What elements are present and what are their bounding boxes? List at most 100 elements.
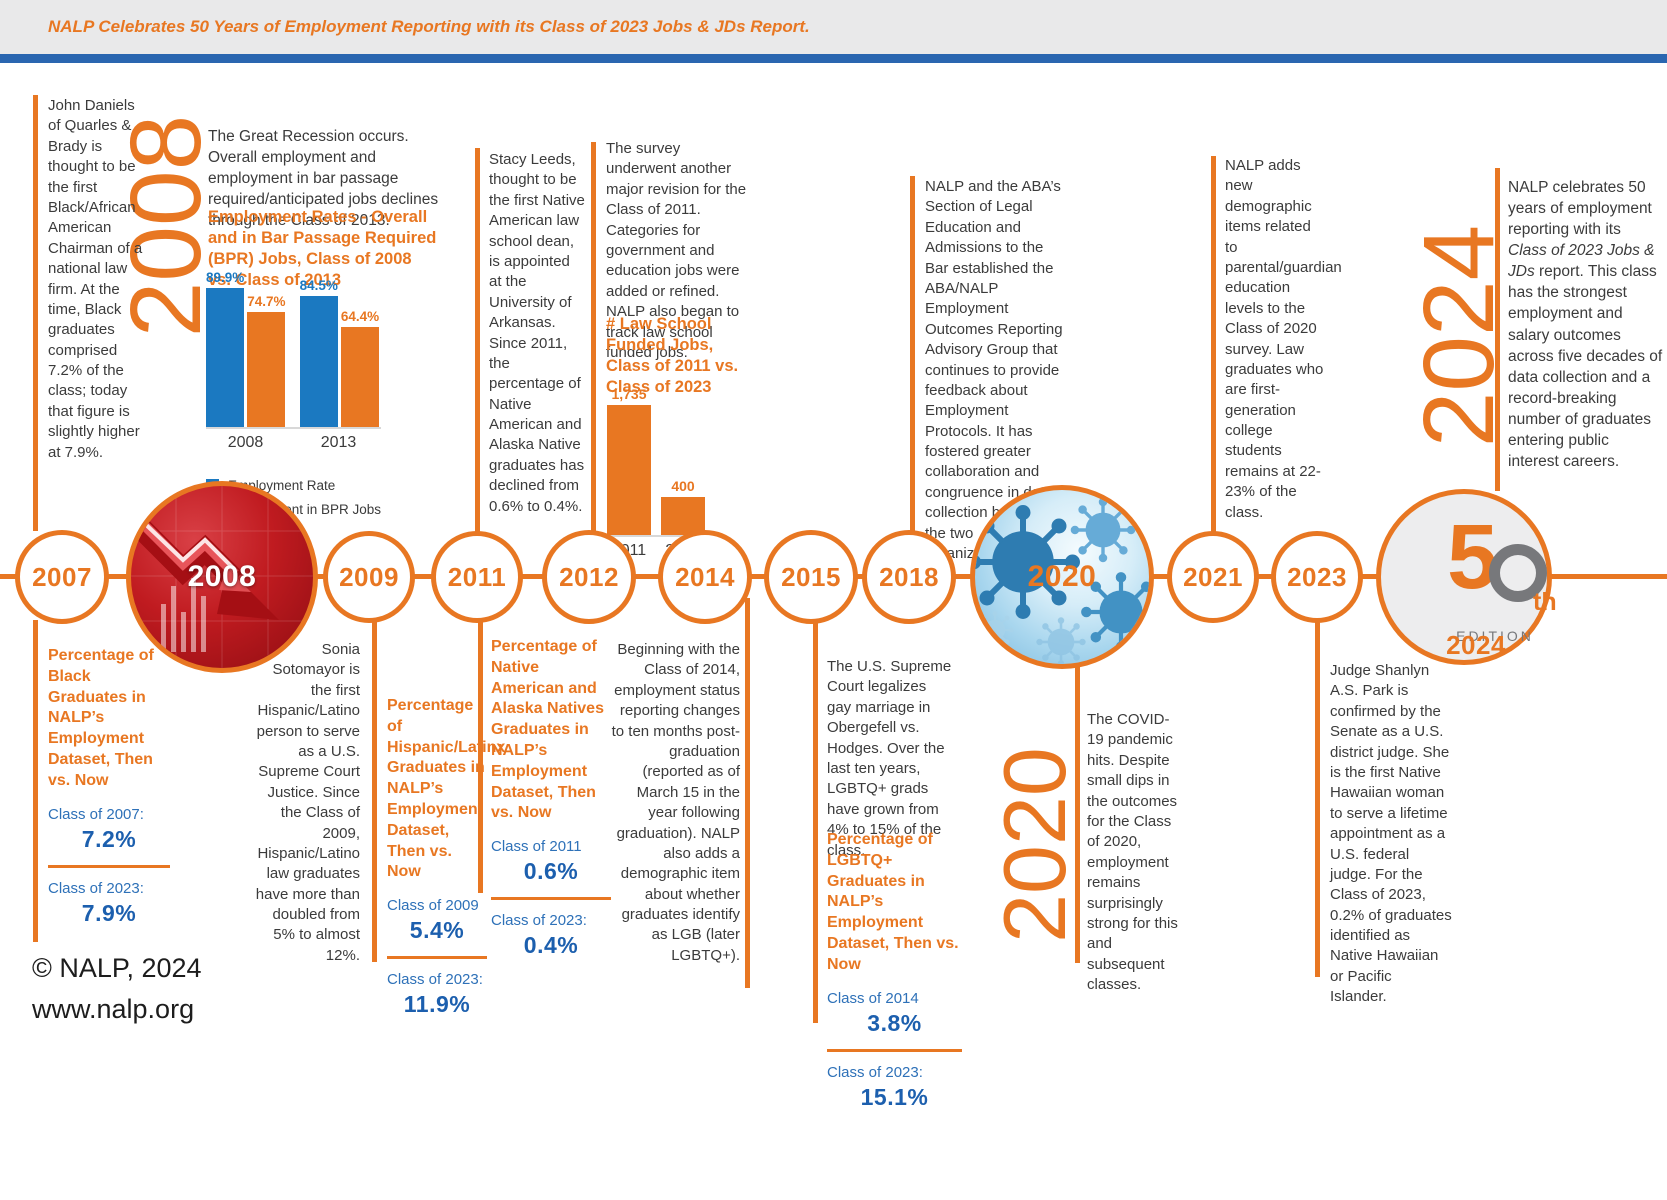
law-school-funded-jobs-bars: 1,735 400: [607, 386, 705, 537]
big-year-2024: 2024: [1403, 224, 1515, 448]
stat-now-value: 11.9%: [403, 991, 471, 1018]
event-2012-survey-revision: The survey underwent another major revis…: [606, 140, 747, 361]
stat-then-label: Class of 2007:: [48, 805, 144, 823]
event-2020-covid: The COVID-19 pandemic hits. Despite smal…: [1087, 711, 1178, 994]
year-label: 2014: [675, 561, 735, 592]
banner-divider: [0, 54, 1667, 63]
timeline-node-2020: 2020: [970, 485, 1154, 669]
stat-heading: Percentage of Black Graduates in NALP’s …: [48, 647, 154, 789]
stat-now-label: Class of 2023:: [827, 1063, 923, 1081]
event-2007-john-daniels: John Daniels of Quarles & Brady is thoug…: [48, 97, 143, 461]
bar-value-label: 89.9%: [206, 270, 245, 285]
anniversary-text-italic: Class of 2023 Jobs & JDs: [1508, 242, 1655, 281]
event-2008-recession: The Great Recession occurs. Overall empl…: [208, 128, 439, 230]
bar: [340, 327, 379, 427]
stat-now-label: Class of 2023:: [48, 879, 144, 897]
stat-heading: Percentage of Hispanic/Latinx Graduates …: [387, 697, 506, 881]
footer: © NALP, 2024 www.nalp.org: [32, 948, 202, 1029]
edition-th: th: [1533, 588, 1557, 616]
timeline-node-2015: 2015: [764, 530, 858, 624]
timeline-connector-2015-bottom: [813, 620, 818, 1023]
timeline-connector-2014-bottom: [745, 598, 750, 988]
stat-native-american-graduates: Percentage of Native American and Alaska…: [491, 637, 611, 959]
bar-column: 64.4%: [341, 309, 379, 427]
stat-heading: Percentage of LGBTQ+ Graduates in NALP’s…: [827, 831, 959, 973]
bar-value-label: 400: [671, 478, 695, 494]
employment-rates-chart-title: Employment Rates - Overall and in Bar Pa…: [208, 208, 437, 290]
stat-black-graduates: Percentage of Black Graduates in NALP’s …: [48, 646, 170, 927]
bar-column: 1,735: [607, 386, 651, 535]
timeline-connector-2007-bottom: [33, 620, 38, 942]
event-2023-judge-park: Judge Shanlyn A.S. Park is confirmed by …: [1330, 662, 1452, 1006]
edition-0-ring: [1489, 544, 1547, 602]
event-2024-anniversary: NALP celebrates 50 years of employment r…: [1508, 177, 1663, 472]
website-url: www.nalp.org: [32, 993, 195, 1024]
year-label: 2018: [879, 561, 939, 592]
event-2021-demographics: NALP adds new demographic items related …: [1225, 157, 1342, 521]
stat-then-value: 3.8%: [867, 1009, 922, 1036]
bar-value-label: 84.5%: [299, 278, 338, 293]
year-label: 2008: [187, 560, 257, 593]
bar-group: 89.9% 74.7%: [206, 270, 286, 427]
edition-label: EDITION: [1456, 628, 1534, 644]
timeline-node-2007: 2007: [15, 530, 109, 624]
event-2009-sotomayor: Sonia Sotomayor is the first Hispanic/La…: [255, 641, 360, 964]
timeline-node-2024: 2024 5 th EDITION: [1376, 489, 1557, 665]
stat-then-value: 5.4%: [409, 917, 465, 944]
stat-now-value: 7.9%: [81, 899, 137, 926]
bar-category-label: 2008: [227, 434, 264, 451]
timeline-node-2009: 2009: [323, 531, 415, 623]
bar: [299, 296, 338, 427]
50th-edition-logo: 5 th EDITION: [1447, 506, 1557, 654]
timeline-node-2018: 2018: [862, 530, 956, 624]
banner-title: NALP Celebrates 50 Years of Employment R…: [48, 17, 810, 36]
stat-hispanic-latinx-graduates: Percentage of Hispanic/Latinx Graduates …: [387, 696, 506, 1018]
stat-now-value: 0.4%: [523, 932, 579, 959]
stat-now-value: 15.1%: [860, 1083, 929, 1110]
stat-then-value: 0.6%: [523, 858, 579, 885]
timeline-node-2011: 2011: [431, 531, 523, 623]
year-label: 2020: [1027, 560, 1097, 593]
year-label: 2021: [1183, 561, 1243, 592]
law-school-funded-jobs-chart-title: # Law School Funded Jobs, Class of 2011 …: [606, 315, 739, 397]
banner: NALP Celebrates 50 Years of Employment R…: [0, 0, 1667, 54]
stat-now-label: Class of 2023:: [491, 912, 587, 930]
stat-divider: [387, 956, 487, 960]
timeline-node-2008: 2008: [126, 481, 318, 673]
year-label: 2009: [339, 561, 399, 592]
bar-category-label: 2013: [320, 434, 357, 451]
bar-column: 74.7%: [247, 294, 286, 427]
copyright: © NALP, 2024: [32, 953, 202, 983]
bar-column: 89.9%: [206, 270, 244, 427]
anniversary-text-before: NALP celebrates 50 years of employment r…: [1508, 179, 1652, 239]
stat-lgbtq-graduates: Percentage of LGBTQ+ Graduates in NALP’s…: [827, 830, 962, 1111]
bar-value-label: 64.4%: [340, 309, 380, 324]
timeline-connector-2018-top: [910, 176, 915, 532]
bar: [607, 405, 651, 535]
big-year-2020: 2020: [985, 747, 1084, 943]
event-2011-stacy-leeds: Stacy Leeds, thought to be the first Nat…: [489, 151, 585, 515]
bar-value-label: 1,735: [611, 386, 647, 402]
timeline-connector-2007-top: [33, 95, 38, 531]
anniversary-text-after: report. This class has the strongest emp…: [1508, 263, 1663, 471]
timeline-node-2014: 2014: [658, 530, 752, 624]
timeline-connector-2011-top: [475, 148, 480, 532]
stat-divider: [491, 897, 611, 901]
stat-heading: Percentage of Native American and Alaska…: [491, 638, 604, 822]
stat-then-label: Class of 2009: [387, 897, 479, 915]
year-label: 2012: [559, 561, 619, 592]
stat-then-value: 7.2%: [81, 825, 137, 852]
timeline-connector-2024-top: [1495, 168, 1500, 491]
timeline-connector-2023-bottom: [1315, 620, 1320, 977]
timeline-connector-2012-top: [591, 142, 596, 532]
stat-divider: [48, 864, 170, 868]
bar-column: 400: [661, 478, 705, 535]
edition-5: 5: [1447, 506, 1499, 608]
timeline-connector-2009-bottom: [372, 620, 377, 962]
stat-now-label: Class of 2023:: [387, 971, 483, 989]
employment-rates-categories: 2008 2013: [206, 429, 381, 452]
timeline-connector-2021-top: [1211, 156, 1216, 532]
year-label: 2007: [32, 561, 92, 592]
bar-value-label: 74.7%: [247, 294, 286, 309]
